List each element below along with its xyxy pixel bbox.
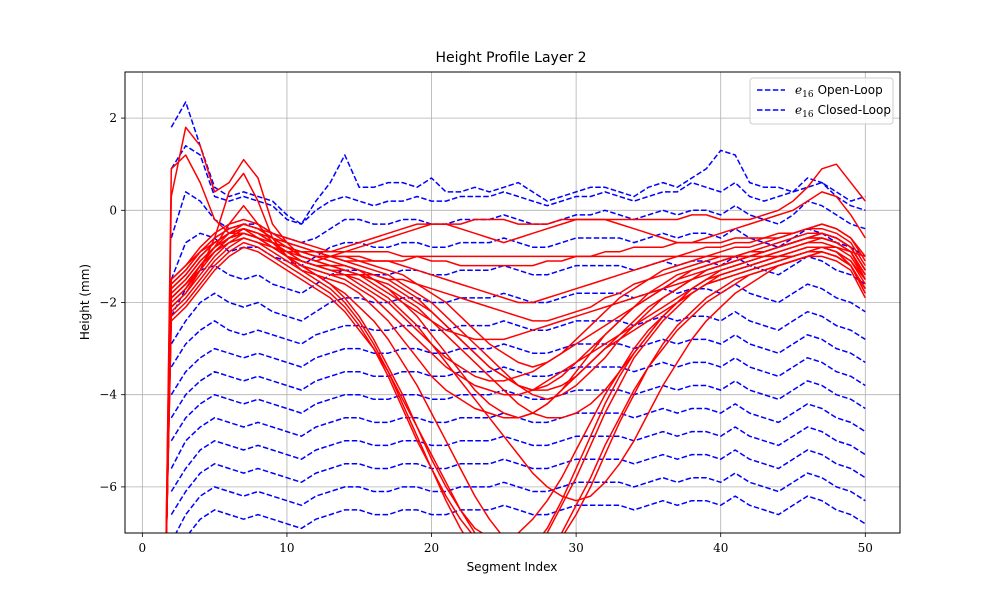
closed-loop-line-22 <box>165 232 866 533</box>
open-loop-line-11 <box>170 403 866 469</box>
legend-box <box>749 77 894 125</box>
open-loop-line-15 <box>188 495 866 533</box>
x-tick-label: 50 <box>858 541 873 555</box>
closed-loop-line-20 <box>165 191 866 533</box>
open-loop-line-9 <box>170 357 866 419</box>
closed-loop-series-group <box>165 126 866 533</box>
plot-area <box>165 101 866 533</box>
closed-loop-line-16 <box>165 223 866 533</box>
legend-closed-loop-label: e16 Closed-Loop <box>795 103 891 120</box>
open-loop-line-6 <box>170 283 866 345</box>
legend-closed-loop-symbol: e <box>795 103 802 117</box>
legend-closed-loop-subscript: 16 <box>802 110 814 120</box>
y-tick-label: 0 <box>109 203 117 217</box>
open-loop-line-7 <box>170 310 866 368</box>
closed-loop-line-17 <box>165 223 866 533</box>
axis-ticks: 0 10 20 30 40 50 −6 −4 −2 0 2 <box>99 111 873 555</box>
closed-loop-line-7 <box>165 241 866 533</box>
legend-closed-loop-text: Closed-Loop <box>818 103 891 117</box>
x-axis-label: Segment Index <box>467 560 558 574</box>
legend-open-loop-subscript: 16 <box>802 90 814 100</box>
x-tick-label: 40 <box>713 541 728 555</box>
y-tick-label: −4 <box>99 388 117 402</box>
open-loop-line-14 <box>175 472 866 533</box>
x-tick-label: 30 <box>568 541 583 555</box>
y-axis-label: Height (mm) <box>78 264 92 340</box>
closed-loop-line-6 <box>165 237 866 533</box>
chart-title: Height Profile Layer 2 <box>435 50 586 66</box>
legend-open-loop-symbol: e <box>795 83 802 97</box>
open-loop-line-13 <box>170 449 866 515</box>
y-tick-label: −2 <box>99 296 117 310</box>
legend-open-loop-label: e16 Open-Loop <box>795 83 883 100</box>
open-loop-line-1 <box>170 101 866 225</box>
legend-open-loop-text: Open-Loop <box>818 83 883 97</box>
open-loop-line-12 <box>170 426 866 492</box>
open-loop-line-2 <box>170 145 866 225</box>
open-loop-line-8 <box>170 334 866 396</box>
closed-loop-line-2 <box>165 126 866 533</box>
y-tick-label: −6 <box>99 480 117 494</box>
legend: e16 Open-Loop e16 Closed-Loop <box>749 77 894 125</box>
x-tick-label: 20 <box>424 541 439 555</box>
x-tick-label: 10 <box>279 541 294 555</box>
x-tick-label: 0 <box>139 541 147 555</box>
y-tick-label: 2 <box>109 111 117 125</box>
